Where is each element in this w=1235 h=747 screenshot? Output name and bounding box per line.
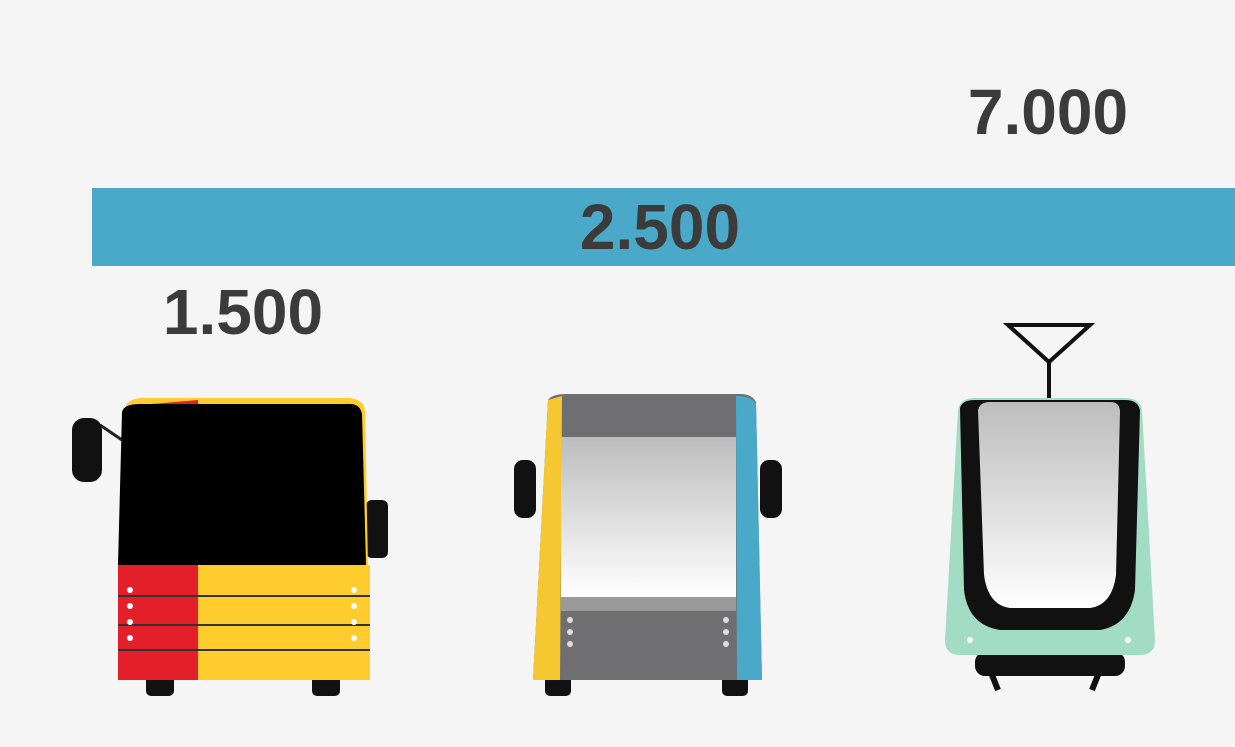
tram-capacity-label: 2.500 bbox=[580, 191, 740, 263]
bus-icon bbox=[514, 394, 782, 696]
bus-capacity-label: 1.500 bbox=[163, 276, 323, 348]
page: {"items": [{"label": "1.500"}, {"label":… bbox=[0, 0, 1235, 747]
tram-capacity-label: 7.000 bbox=[968, 76, 1128, 148]
infographic: 2.500 7.000 1.500 bbox=[0, 0, 1235, 747]
